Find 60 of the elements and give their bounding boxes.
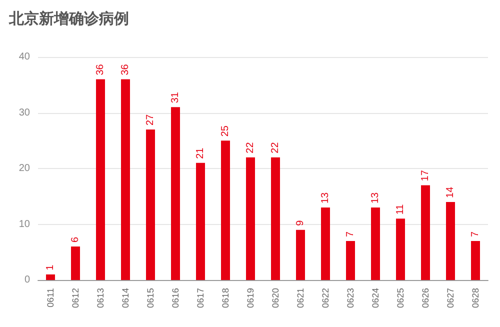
x-tick-label: 0620 (270, 288, 280, 308)
data-label: 36 (95, 64, 106, 76)
chart-title: 北京新增确诊病例 (8, 10, 129, 28)
data-label: 7 (345, 230, 356, 237)
data-label: 1 (45, 264, 56, 270)
bar (396, 218, 405, 280)
y-tick-label: 40 (18, 52, 30, 62)
data-label: 31 (170, 92, 181, 104)
x-tick-label: 0628 (470, 288, 480, 308)
y-tick-label: 0 (24, 274, 30, 286)
bar (446, 202, 455, 280)
bar (346, 240, 355, 280)
bar (471, 240, 480, 280)
x-tick-label: 0622 (320, 288, 330, 308)
bar (371, 208, 380, 280)
bar (246, 157, 255, 280)
data-label: 7 (470, 230, 481, 237)
x-tick-label: 0627 (446, 288, 456, 308)
bar (221, 140, 230, 280)
x-tick-label: 0611 (46, 288, 56, 308)
x-tick-label: 0615 (146, 288, 156, 308)
x-tick-label: 0625 (396, 288, 406, 308)
x-tick-label: 0618 (220, 288, 230, 308)
bar (96, 79, 105, 280)
bar (121, 79, 130, 280)
bar (296, 230, 305, 280)
bar (171, 107, 180, 280)
bar (321, 208, 330, 280)
x-tick-label: 0626 (420, 288, 430, 308)
data-label: 25 (220, 125, 231, 137)
x-tick-label: 0614 (120, 288, 130, 308)
x-tick-label: 0624 (370, 288, 380, 308)
data-label: 14 (445, 186, 456, 198)
data-label: 21 (195, 147, 206, 159)
x-tick-label: 0612 (70, 288, 80, 308)
x-tick-label: 0617 (196, 288, 206, 308)
data-label: 22 (270, 142, 281, 154)
y-tick-label: 30 (18, 107, 30, 118)
data-label: 22 (245, 142, 256, 154)
x-tick-label: 0621 (296, 288, 306, 308)
data-label: 36 (120, 64, 131, 76)
bar (146, 129, 155, 280)
x-tick-label: 0613 (96, 288, 106, 308)
y-tick-label: 20 (18, 163, 30, 174)
y-tick-label: 10 (18, 218, 30, 230)
data-label: 13 (370, 192, 381, 204)
bar (271, 157, 280, 280)
bar (196, 162, 205, 280)
data-label: 9 (295, 220, 306, 226)
bar (421, 185, 430, 280)
x-tick-label: 0619 (246, 288, 256, 308)
data-label: 17 (420, 170, 431, 182)
x-tick-label: 0616 (170, 288, 180, 308)
bar (71, 246, 80, 280)
x-tick-label: 0623 (346, 288, 356, 308)
data-label: 27 (145, 114, 156, 126)
bar (46, 274, 55, 280)
data-label: 6 (70, 236, 81, 243)
data-label: 11 (395, 204, 406, 215)
data-label: 13 (320, 192, 331, 204)
